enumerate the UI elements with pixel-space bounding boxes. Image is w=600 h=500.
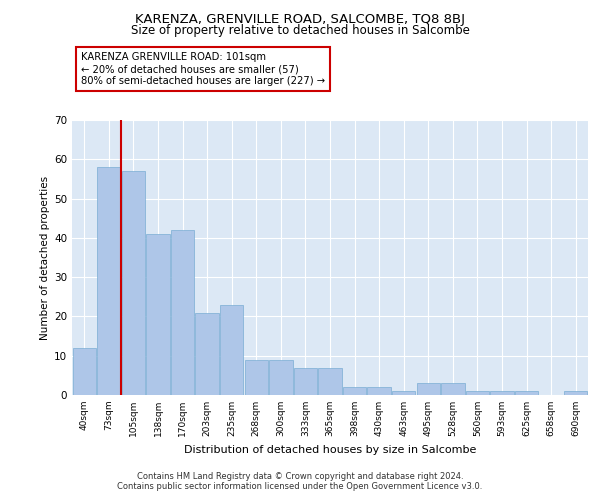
Bar bbox=[392, 391, 415, 395]
Bar bbox=[146, 234, 170, 395]
Bar bbox=[466, 391, 489, 395]
Bar bbox=[343, 387, 366, 395]
Bar bbox=[73, 348, 96, 395]
Bar bbox=[196, 312, 219, 395]
Bar bbox=[490, 391, 514, 395]
Bar bbox=[416, 383, 440, 395]
Bar bbox=[441, 383, 464, 395]
Text: Size of property relative to detached houses in Salcombe: Size of property relative to detached ho… bbox=[131, 24, 469, 37]
X-axis label: Distribution of detached houses by size in Salcombe: Distribution of detached houses by size … bbox=[184, 444, 476, 454]
Bar bbox=[97, 167, 121, 395]
Bar bbox=[564, 391, 587, 395]
Text: Contains public sector information licensed under the Open Government Licence v3: Contains public sector information licen… bbox=[118, 482, 482, 491]
Bar bbox=[220, 304, 244, 395]
Bar bbox=[171, 230, 194, 395]
Text: KARENZA GRENVILLE ROAD: 101sqm
← 20% of detached houses are smaller (57)
80% of : KARENZA GRENVILLE ROAD: 101sqm ← 20% of … bbox=[81, 52, 325, 86]
Bar bbox=[294, 368, 317, 395]
Y-axis label: Number of detached properties: Number of detached properties bbox=[40, 176, 50, 340]
Text: KARENZA, GRENVILLE ROAD, SALCOMBE, TQ8 8BJ: KARENZA, GRENVILLE ROAD, SALCOMBE, TQ8 8… bbox=[135, 12, 465, 26]
Bar bbox=[269, 360, 293, 395]
Bar bbox=[245, 360, 268, 395]
Text: Contains HM Land Registry data © Crown copyright and database right 2024.: Contains HM Land Registry data © Crown c… bbox=[137, 472, 463, 481]
Bar bbox=[122, 171, 145, 395]
Bar bbox=[319, 368, 341, 395]
Bar bbox=[515, 391, 538, 395]
Bar bbox=[367, 387, 391, 395]
